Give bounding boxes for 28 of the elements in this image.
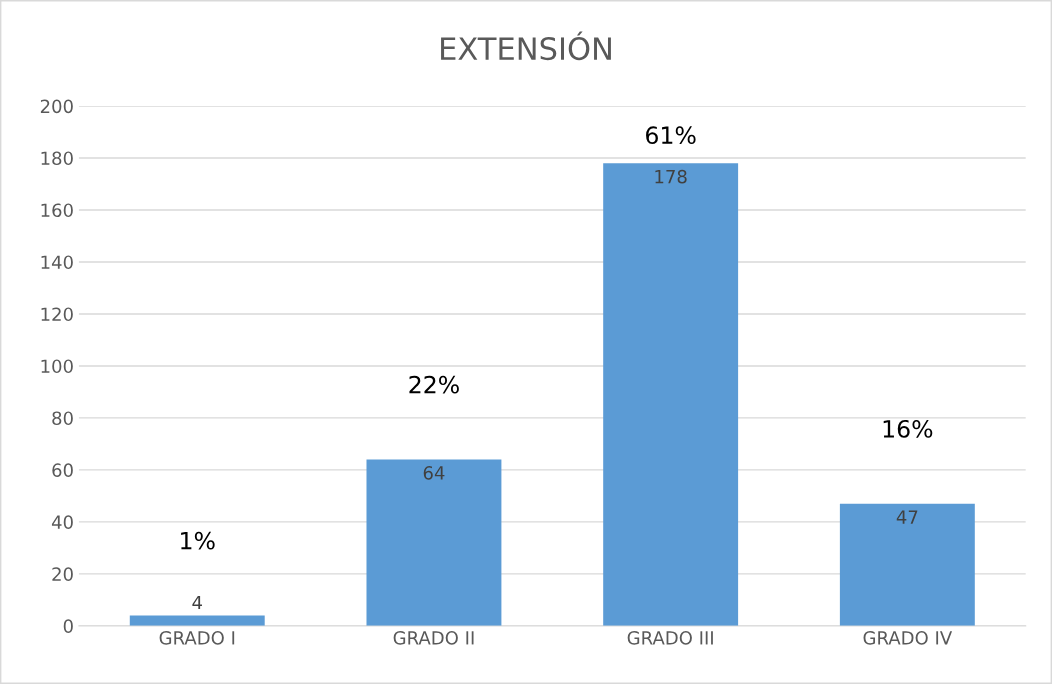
x-tick-label: GRADO III [627, 631, 713, 645]
y-tick-label: 120 [41, 307, 73, 322]
annotation: 1% [181, 531, 215, 550]
data-label: 4 [192, 595, 202, 610]
bar [603, 163, 739, 626]
y-tick-label: 180 [41, 151, 73, 166]
data-label: 47 [896, 510, 918, 524]
annotation: 22% [409, 375, 459, 394]
bar [129, 615, 265, 626]
chart-title: EXTENSIÓN [441, 31, 611, 61]
y-tick-label: 200 [40, 99, 73, 114]
bar [839, 503, 975, 626]
y-tick-label: 160 [41, 203, 73, 218]
x-tick-label: GRADO IV [863, 631, 953, 645]
annotation: 61% [646, 126, 696, 145]
y-tick-label: 80 [52, 411, 73, 426]
y-tick-label: 140 [41, 255, 73, 270]
bar [366, 459, 502, 626]
y-tick-label: 100 [41, 359, 73, 374]
y-tick-label: 20 [52, 567, 73, 581]
x-tick-label: GRADO II [393, 631, 474, 645]
data-label: 64 [423, 466, 445, 480]
annotation: 16% [883, 419, 933, 438]
y-tick-label: 40 [51, 515, 73, 530]
y-tick-label: 60 [52, 463, 73, 478]
y-tick-label: 0 [63, 619, 73, 633]
data-label: 178 [655, 169, 687, 184]
x-tick-label: GRADO I [159, 631, 235, 645]
